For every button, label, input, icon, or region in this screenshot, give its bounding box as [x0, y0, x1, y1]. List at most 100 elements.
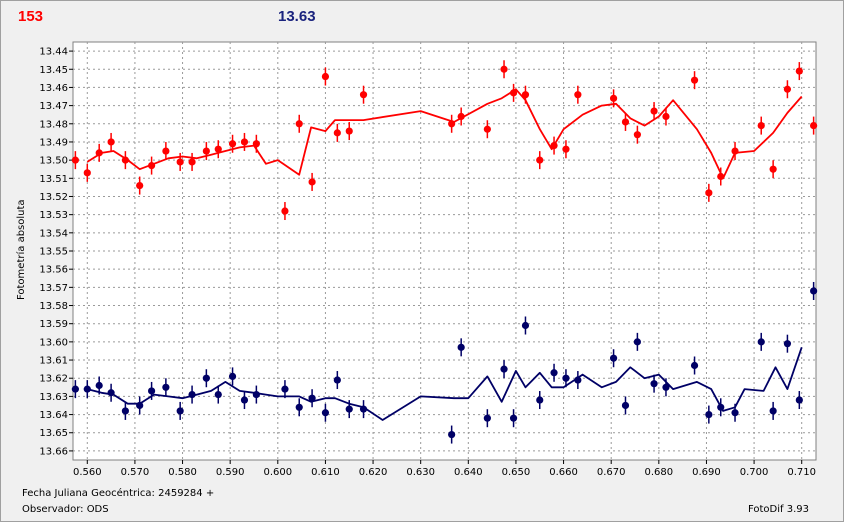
data-point: [521, 321, 530, 330]
x-tick-label: 0.610: [311, 467, 340, 478]
data-point: [95, 149, 103, 157]
data-point: [690, 361, 699, 370]
data-point: [783, 85, 792, 93]
data-point: [228, 372, 237, 380]
data-point: [281, 385, 289, 393]
x-tick-label: 0.570: [121, 467, 150, 478]
data-point: [359, 405, 368, 413]
data-point: [609, 94, 618, 102]
data-point: [308, 394, 316, 402]
data-point: [521, 91, 530, 99]
data-point: [136, 401, 144, 410]
data-point: [295, 403, 303, 411]
data-point: [757, 338, 765, 346]
x-tick-label: 0.690: [692, 467, 721, 478]
data-point: [662, 383, 670, 391]
data-point: [345, 127, 353, 135]
data-point: [71, 156, 79, 164]
data-point: [550, 369, 558, 377]
data-point: [769, 407, 777, 415]
data-point: [574, 91, 582, 99]
y-tick-label: 13.65: [39, 428, 68, 439]
data-point: [147, 387, 156, 395]
data-point: [147, 161, 156, 170]
data-point: [121, 156, 129, 164]
observer-label: Observador: ODS: [22, 504, 109, 515]
y-tick-label: 13.47: [39, 101, 68, 112]
data-point: [121, 407, 129, 415]
data-point: [228, 140, 237, 148]
data-point: [795, 67, 803, 75]
data-point: [717, 403, 725, 411]
data-point: [457, 112, 465, 121]
x-tick-label: 0.620: [359, 467, 388, 478]
data-point: [690, 76, 699, 84]
x-tick-label: 0.590: [216, 467, 245, 478]
data-point: [705, 189, 713, 197]
data-point: [95, 381, 103, 390]
data-point: [107, 389, 115, 397]
data-point: [345, 405, 353, 413]
data-point: [483, 414, 491, 422]
y-tick-label: 13.51: [39, 174, 68, 185]
x-tick-label: 0.600: [263, 467, 292, 478]
red-star-label: 153: [18, 8, 44, 25]
data-point: [783, 340, 792, 348]
x-tick-label: 0.660: [549, 467, 578, 478]
y-tick-label: 13.54: [39, 228, 68, 239]
data-point: [536, 156, 544, 164]
data-point: [448, 430, 456, 439]
data-point: [769, 165, 777, 173]
y-tick-label: 13.44: [39, 47, 68, 58]
data-point: [562, 374, 570, 382]
x-tick-label: 0.680: [645, 467, 674, 478]
data-point: [162, 147, 170, 155]
data-point: [457, 343, 465, 351]
y-tick-label: 13.49: [39, 137, 68, 148]
data-point: [202, 147, 210, 155]
data-point: [83, 169, 91, 177]
data-point: [71, 385, 79, 393]
y-tick-label: 13.50: [39, 156, 68, 167]
y-axis-ticks: 13.44 13.45 13.46 13.47 13.48 13.49 13.50 13.51…: [39, 47, 73, 457]
x-tick-label: 0.560: [73, 467, 102, 478]
y-tick-label: 13.57: [39, 283, 68, 294]
y-tick-label: 13.53: [39, 210, 68, 221]
data-point: [252, 140, 260, 148]
data-point: [633, 131, 641, 139]
data-point: [321, 72, 330, 81]
y-tick-label: 13.52: [39, 192, 68, 203]
series-points: [71, 60, 818, 444]
x-tick-label: 0.630: [406, 467, 435, 478]
data-point: [500, 365, 508, 373]
y-tick-label: 13.46: [39, 83, 68, 94]
y-tick-label: 13.58: [39, 301, 68, 312]
version-label: FotoDif 3.93: [748, 504, 809, 515]
data-point: [609, 354, 618, 362]
x-tick-label: 0.670: [597, 467, 626, 478]
y-tick-label: 13.61: [39, 356, 68, 367]
data-point: [509, 414, 518, 422]
data-point: [650, 380, 658, 388]
data-point: [252, 390, 260, 399]
data-point: [333, 129, 341, 137]
data-point: [188, 390, 196, 399]
data-point: [717, 172, 725, 181]
data-point: [795, 396, 803, 404]
y-tick-label: 13.63: [39, 392, 68, 403]
data-point: [188, 158, 196, 166]
data-point: [536, 396, 544, 404]
data-point: [574, 376, 582, 384]
data-point: [621, 118, 630, 126]
y-tick-label: 13.66: [39, 446, 68, 457]
y-tick-label: 13.64: [39, 410, 68, 421]
x-axis-ticks: 0.560 0.570 0.580 0.590 0.600 0.610 0.620 0.630…: [73, 460, 816, 478]
blue-star-label: 13.63: [278, 8, 316, 25]
data-point: [83, 385, 91, 393]
x-tick-label: 0.580: [168, 467, 197, 478]
data-point: [136, 181, 144, 190]
data-point: [295, 120, 303, 128]
data-point: [107, 138, 115, 146]
data-point: [705, 410, 713, 419]
